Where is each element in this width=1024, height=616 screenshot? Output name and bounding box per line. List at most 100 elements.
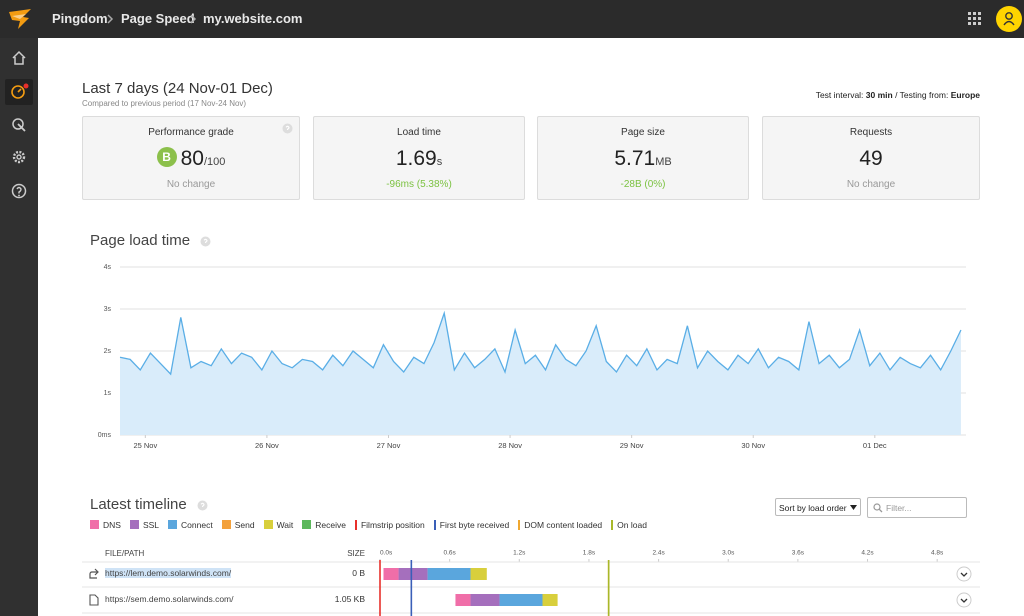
logo[interactable] [8, 8, 32, 30]
legend-line [434, 520, 436, 530]
card-change: -96ms (5.38%) [314, 179, 524, 190]
legend-label: Send [235, 520, 255, 530]
legend-line [518, 520, 520, 530]
legend-item: DOM content loaded [518, 520, 602, 530]
nav-home[interactable] [11, 50, 27, 66]
legend-label: DOM content loaded [524, 520, 602, 530]
legend-item: Wait [264, 520, 294, 530]
help-icon[interactable] [282, 123, 293, 134]
apps-menu[interactable] [967, 11, 983, 27]
breadcrumb-item[interactable]: Pingdom [52, 11, 108, 26]
column-header: SIZE [330, 549, 365, 558]
breadcrumb-separator [189, 13, 197, 25]
breadcrumb-item[interactable]: Page Speed [121, 11, 195, 26]
user-avatar[interactable] [996, 6, 1022, 32]
legend-label: Filmstrip position [361, 520, 425, 530]
chart-title: Page load time [90, 232, 190, 249]
card-value-row: 1.69s [314, 147, 524, 171]
time-tick-label: 4.2s [861, 550, 874, 557]
card-label: Load time [314, 127, 524, 138]
legend-label: Receive [315, 520, 346, 530]
file-icon [90, 595, 98, 605]
location-value: Europe [951, 90, 980, 100]
x-tick-label: 29 Nov [620, 441, 644, 450]
column-header: FILE/PATH [105, 549, 144, 558]
nav-transaction[interactable] [11, 117, 27, 133]
card-label: Requests [763, 127, 979, 138]
interval-label: Test interval: [816, 90, 864, 100]
time-tick-label: 2.4s [652, 550, 665, 557]
filter-input[interactable]: Filter... [867, 497, 967, 518]
timing-segment [399, 568, 428, 580]
timeline-legend: DNS SSL Connect Send Wait Receive Filmstrip po… [90, 520, 647, 530]
legend-item: SSL [130, 520, 159, 530]
breadcrumb-item[interactable]: my.website.com [203, 11, 302, 26]
expand-button[interactable] [957, 567, 971, 581]
nav-settings[interactable] [11, 149, 27, 165]
time-tick-label: 0.0s [380, 550, 393, 557]
period-title: Last 7 days (24 Nov-01 Dec) [82, 80, 273, 97]
legend-label: SSL [143, 520, 159, 530]
card-value: 49 [859, 147, 882, 170]
timing-segment [428, 568, 471, 580]
y-tick-label: 2s [104, 348, 112, 355]
timing-segment [471, 568, 487, 580]
time-tick-label: 4.8s [931, 550, 944, 557]
card-unit: s [437, 156, 443, 168]
card-label: Page size [538, 127, 748, 138]
legend-swatch [168, 520, 177, 529]
help-icon[interactable] [200, 236, 211, 247]
time-tick-label: 0.6s [443, 550, 456, 557]
card-value: 80 [181, 147, 204, 170]
legend-label: Wait [277, 520, 294, 530]
file-url[interactable]: https://sem.demo.solarwinds.com/ [105, 594, 234, 604]
y-tick-label: 3s [104, 306, 112, 313]
legend-swatch [264, 520, 273, 529]
legend-swatch [302, 520, 311, 529]
card-value-row: B80/100 [83, 147, 299, 171]
y-tick-label: 4s [104, 264, 112, 271]
x-tick-label: 26 Nov [255, 441, 279, 450]
metric-card: Performance grade B80/100 No change [82, 116, 300, 200]
file-url[interactable]: https://lem.demo.solarwinds.com/ [105, 568, 231, 578]
sort-text: Sort by load order [779, 503, 847, 513]
time-tick-label: 3.0s [722, 550, 735, 557]
time-tick-label: 3.6s [792, 550, 805, 557]
search-icon [873, 503, 883, 513]
timing-segment [543, 594, 558, 606]
y-tick-label: 1s [104, 390, 112, 397]
help-icon[interactable] [197, 500, 208, 511]
card-change: No change [83, 179, 299, 190]
legend-label: DNS [103, 520, 121, 530]
metric-card: Page size 5.71MB -28B (0%) [537, 116, 749, 200]
sidebar [0, 38, 38, 616]
legend-label: On load [617, 520, 647, 530]
button-circle [957, 567, 971, 581]
x-tick-label: 01 Dec [863, 441, 887, 450]
card-unit: MB [655, 156, 672, 168]
card-value: 5.71 [614, 147, 655, 170]
timing-segment [455, 594, 470, 606]
legend-item: Receive [302, 520, 346, 530]
legend-item: Connect [168, 520, 213, 530]
legend-item: DNS [90, 520, 121, 530]
nav-help[interactable] [11, 183, 27, 199]
card-value-row: 49 [763, 147, 979, 171]
legend-line [611, 520, 613, 530]
topbar: Pingdom Page Speed my.website.com [0, 0, 1024, 38]
grade-badge: B [157, 147, 177, 167]
redirect-icon [90, 569, 98, 578]
test-settings: Test interval: 30 min / Testing from: Eu… [816, 90, 980, 100]
timeline-title: Latest timeline [90, 496, 187, 513]
expand-button[interactable] [957, 593, 971, 607]
timing-segment [471, 594, 500, 606]
metric-card: Requests 49 No change [762, 116, 980, 200]
nav-page-speed[interactable] [10, 83, 30, 101]
x-tick-label: 30 Nov [741, 441, 765, 450]
sort-select[interactable]: Sort by load order [775, 498, 861, 516]
card-change: -28B (0%) [538, 179, 748, 190]
legend-swatch [90, 520, 99, 529]
legend-item: First byte received [434, 520, 509, 530]
button-circle [957, 593, 971, 607]
